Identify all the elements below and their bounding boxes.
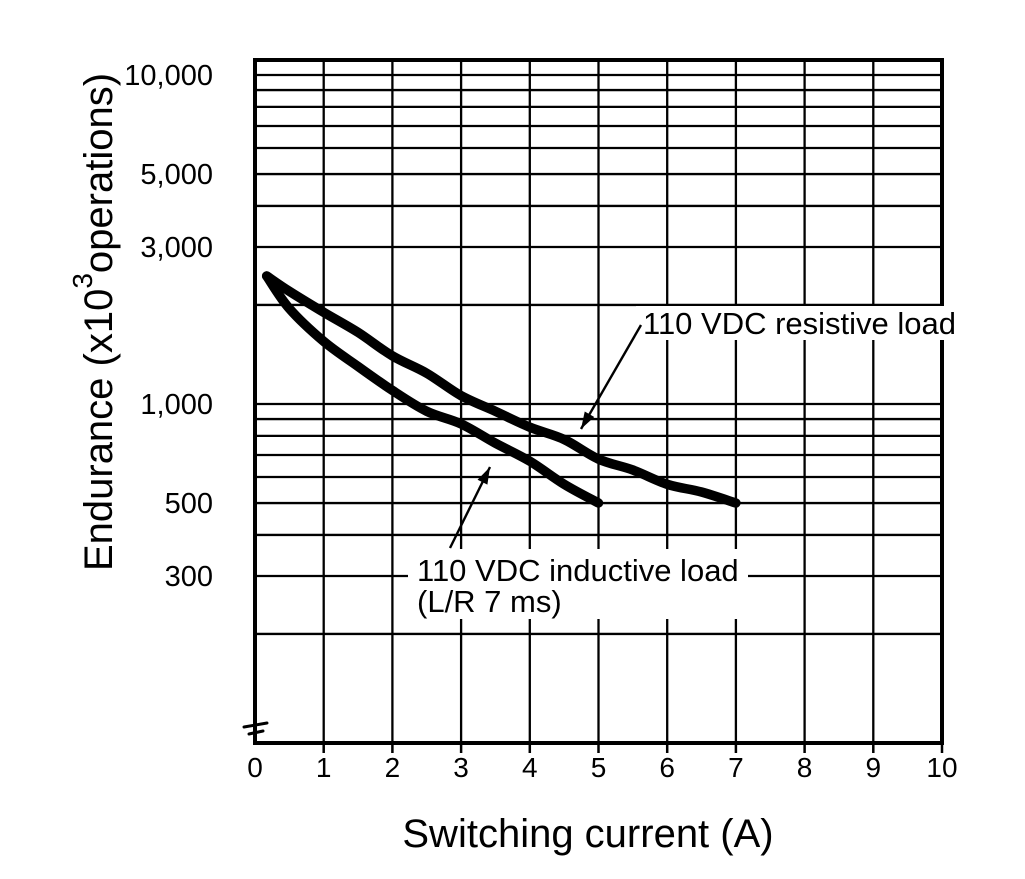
x-tick-label: 0 (247, 752, 263, 783)
y-axis-title: Endurance (x103operations) (67, 73, 121, 571)
x-tick-label: 10 (926, 752, 957, 783)
y-axis-break-mark (242, 721, 269, 736)
y-axis-title-superscript: 3 (67, 273, 98, 289)
y-tick-label: 10,000 (124, 60, 213, 92)
resistive-label-background (636, 306, 998, 340)
axis-break-tick-1 (242, 721, 269, 729)
resistive-leader-arrow (579, 324, 643, 430)
x-tick-label: 1 (316, 752, 332, 783)
grid-layer (253, 60, 944, 743)
y-axis-title-suffix: operations) (77, 73, 121, 273)
ticks-layer: 0 1 2 3 4 5 6 7 8 9 10 10,000 5,000 3,000 1,000 500 300 (124, 60, 957, 783)
inductive-leader-arrow (448, 466, 492, 549)
x-tick-label: 7 (728, 752, 744, 783)
x-tick-label: 5 (591, 752, 607, 783)
inductive-load-label-line2: (L/R 7 ms) (417, 584, 562, 619)
y-tick-label: 300 (165, 561, 213, 593)
axis-break-tick-2 (247, 729, 265, 736)
x-tick-label: 6 (659, 752, 675, 783)
y-tick-label: 5,000 (140, 159, 213, 191)
y-tick-label: 1,000 (140, 389, 213, 421)
x-tick-label: 8 (797, 752, 813, 783)
x-tick-label: 3 (453, 752, 469, 783)
x-tick-label: 4 (522, 752, 538, 783)
annotation-resistive-load: 110 VDC resistive load (579, 306, 998, 430)
x-tick-label: 2 (385, 752, 401, 783)
y-tick-label: 3,000 (140, 232, 213, 264)
curve-resistive-load (261, 271, 741, 508)
curve-inductive-load (261, 271, 604, 508)
resistive-load-label: 110 VDC resistive load (643, 306, 956, 341)
curves-layer (261, 271, 741, 508)
annotation-inductive-load: 110 VDC inductive load (L/R 7 ms) (408, 466, 748, 619)
y-axis-title-prefix: Endurance (x10 (77, 289, 121, 571)
x-axis-title: Switching current (A) (402, 812, 773, 856)
y-tick-label: 500 (165, 488, 213, 520)
inductive-label-background (408, 549, 748, 619)
inductive-load-label-line1: 110 VDC inductive load (417, 553, 739, 588)
x-tick-label: 9 (866, 752, 882, 783)
